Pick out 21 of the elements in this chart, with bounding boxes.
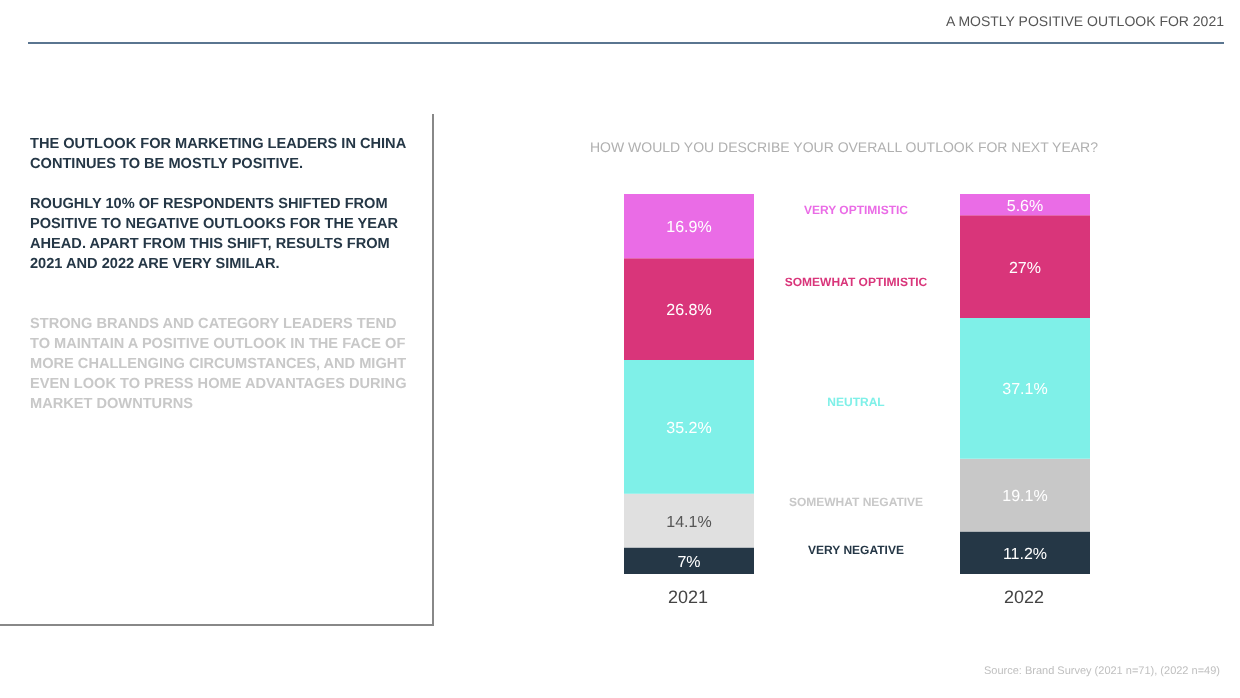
bar [624, 258, 754, 361]
bar [960, 458, 1090, 532]
bar [624, 360, 754, 494]
bar [624, 493, 754, 548]
data-label: 27% [1008, 258, 1042, 277]
data-label: 11.2% [1002, 544, 1048, 563]
data-label: 14.1% [666, 512, 712, 531]
x-tick-label: 2021 [667, 586, 709, 607]
data-label: 26.8% [666, 301, 712, 320]
data-label: 7% [677, 552, 701, 571]
data-label: 37.1% [1002, 380, 1048, 399]
x-tick-label: 2022 [1003, 586, 1045, 607]
data-label: 35.2% [666, 418, 712, 437]
bar [960, 215, 1090, 318]
bar [960, 531, 1090, 574]
data-label: 5.6% [1006, 196, 1044, 215]
bar [960, 317, 1090, 459]
bar [624, 547, 754, 574]
bar [960, 194, 1090, 216]
data-label: 16.9% [666, 218, 712, 237]
bar [624, 194, 754, 259]
